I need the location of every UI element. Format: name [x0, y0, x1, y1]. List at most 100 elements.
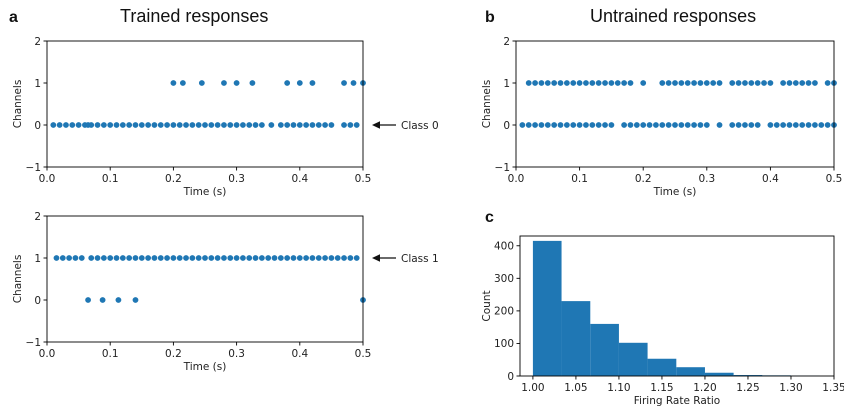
y-tick-label: 0 — [34, 295, 41, 307]
data-point — [258, 255, 265, 261]
y-axis-label: Channels — [12, 80, 24, 129]
data-point — [107, 122, 114, 128]
plot-frame — [519, 235, 835, 377]
data-point — [100, 255, 107, 261]
x-tick-label: 0.1 — [102, 348, 119, 360]
data-point — [697, 80, 704, 86]
data-point — [157, 255, 164, 261]
histogram-bar — [590, 323, 619, 376]
data-point — [729, 80, 736, 86]
data-point — [284, 122, 291, 128]
data-point — [132, 122, 139, 128]
data-point — [277, 255, 284, 261]
data-point — [532, 80, 538, 86]
data-point — [557, 80, 564, 86]
x-tick-label: 1.25 — [736, 382, 759, 394]
x-tick-label: 0.5 — [826, 173, 843, 185]
data-point — [179, 80, 186, 86]
data-point — [246, 122, 253, 128]
data-point — [126, 255, 133, 261]
data-point — [69, 122, 76, 128]
panel-letter-b: b — [485, 9, 495, 26]
data-point — [176, 122, 183, 128]
chart-b: 0.0 0.1 0.2 0.3 0.4 0.5 −1 0 1 2 Time (s) Channels — [481, 36, 842, 198]
data-point — [563, 80, 570, 86]
data-point — [53, 255, 60, 261]
data-point — [544, 80, 551, 86]
data-point — [742, 80, 748, 86]
data-point — [805, 122, 812, 128]
data-point — [799, 80, 806, 86]
data-point — [227, 255, 234, 261]
data-point — [748, 122, 755, 128]
data-point — [678, 80, 685, 86]
data-point — [640, 80, 647, 86]
data-point — [221, 122, 227, 128]
plot-frame — [46, 40, 364, 168]
y-tick-label: 200 — [494, 306, 514, 318]
data-point — [729, 122, 736, 128]
histogram-bar — [532, 240, 562, 376]
data-point — [792, 80, 799, 86]
x-tick-label: 0.4 — [291, 173, 308, 185]
y-tick-label: −1 — [26, 337, 41, 349]
data-point — [221, 255, 227, 261]
histogram-bar — [704, 372, 734, 376]
data-point — [773, 122, 780, 128]
data-point — [347, 255, 354, 261]
data-point — [290, 122, 297, 128]
data-point — [183, 122, 189, 128]
data-point — [309, 80, 316, 86]
data-point — [341, 255, 347, 261]
data-point — [672, 122, 678, 128]
data-point — [189, 255, 196, 261]
data-point — [754, 122, 761, 128]
data-point — [551, 122, 558, 128]
data-point — [113, 122, 120, 128]
y-tick-label: 0 — [503, 120, 510, 132]
y-tick-label: 0 — [34, 120, 41, 132]
histogram-bar — [733, 375, 763, 376]
x-tick-label: 0.3 — [228, 173, 245, 185]
data-point — [265, 255, 272, 261]
x-tick-label: 0.2 — [165, 173, 182, 185]
data-point — [63, 122, 69, 128]
data-point — [563, 122, 570, 128]
data-point — [684, 80, 691, 86]
data-point — [659, 122, 666, 128]
data-point — [818, 122, 825, 128]
x-axis-label: Time (s) — [183, 361, 227, 373]
data-point — [240, 122, 246, 128]
data-point — [151, 122, 158, 128]
data-point — [748, 80, 755, 86]
data-point — [633, 122, 640, 128]
data-point — [646, 122, 653, 128]
data-point — [328, 122, 335, 128]
data-point — [198, 80, 205, 86]
x-tick-label: 0.2 — [635, 173, 652, 185]
data-point — [296, 255, 303, 261]
x-axis-label: Time (s) — [183, 186, 227, 198]
data-point — [176, 255, 183, 261]
data-point — [691, 122, 697, 128]
data-point — [303, 255, 310, 261]
data-point — [595, 80, 602, 86]
data-point — [252, 255, 259, 261]
data-point — [138, 255, 145, 261]
data-point — [88, 122, 95, 128]
x-tick-label: 1.15 — [650, 382, 673, 394]
data-point — [145, 122, 152, 128]
data-point — [202, 122, 208, 128]
data-point — [145, 255, 152, 261]
x-tick-label: 1.35 — [822, 382, 844, 394]
data-point — [78, 255, 85, 261]
y-tick-label: 2 — [34, 36, 41, 48]
data-point — [824, 122, 831, 128]
data-point — [66, 255, 73, 261]
data-point — [183, 255, 189, 261]
data-point — [170, 122, 177, 128]
data-point — [519, 122, 526, 128]
data-point — [557, 122, 564, 128]
x-tick-label: 0.0 — [508, 173, 525, 185]
chart-a-top: 0.0 0.1 0.2 0.3 0.4 0.5 −1 0 1 2 Time (s) Channels C… — [12, 36, 439, 198]
